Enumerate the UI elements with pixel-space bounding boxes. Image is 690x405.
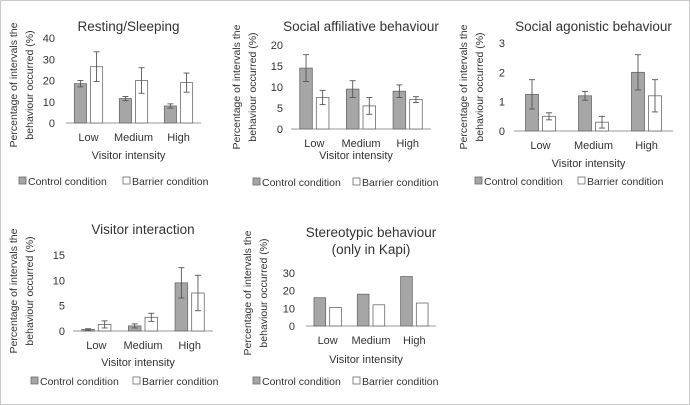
y-tick-label: 0 [499,126,505,138]
legend-swatch-barrier [122,176,131,185]
y-tick-label: 10 [283,303,295,315]
chart-title: Social agonistic behaviour [515,19,672,34]
x-tick-label: Low [318,335,338,347]
x-axis-label: Visitor intensity [92,150,166,162]
y-axis-label: Percentage of intervals the [458,24,470,149]
y-axis-label: Percentage of intervals the [8,22,20,147]
y-tick-label: 0 [277,124,283,136]
chart-title: Social affiliative behaviour [283,19,439,34]
y-tick-label: 40 [43,33,55,45]
y-axis-label: Percentage of intervals the [231,24,243,149]
y-tick-label: 1 [499,97,505,109]
chart-resting: Resting/Sleeping 0 10 20 30 40 Percentage of i… [8,19,209,188]
x-tick-label: High [396,138,419,150]
y-tick-label: 0 [59,326,65,338]
y-axis-label: Percentage of intervals the [8,228,20,353]
x-axis-label: Visitor intensity [101,357,175,369]
y-tick-label: 2 [499,67,505,79]
legend-label-control: Control condition [28,176,107,188]
legend-label-control: Control condition [262,376,341,388]
y-tick-label: 10 [271,82,283,94]
bar-barrier [415,302,429,327]
y-axis-label: behaviour occurred (%) [247,32,259,141]
bar-control [578,95,592,132]
chart-agonistic: Social agonistic behaviour 0 1 2 3 Percentage… [458,19,673,188]
legend-label-barrier: Barrier condition [132,176,209,188]
legend-label-barrier: Barrier condition [142,376,219,388]
y-axis-label: behaviour occurred (%) [258,238,270,347]
x-tick-label: High [167,132,190,144]
legend-swatch-barrier [352,177,361,186]
x-tick-label: Medium [341,138,380,150]
y-axis-label: behaviour occurred (%) [24,30,36,139]
y-tick-label: 5 [277,103,283,115]
y-tick-label: 20 [43,76,55,88]
chart-affiliative: Social affiliative behaviour 0 5 10 15 20 Perc… [231,19,439,189]
legend-swatch-control [252,177,261,186]
chart-interaction: Visitor interaction 0 5 10 15 Percentage of i… [8,222,219,388]
y-tick-label: 15 [53,250,65,262]
x-tick-label: High [178,340,201,352]
bar-barrier [409,99,423,130]
y-tick-label: 10 [53,275,65,287]
legend-label-control: Control condition [40,376,119,388]
chart-title: Stereotypic behaviour [306,225,437,240]
legend-label-barrier: Barrier condition [362,376,439,388]
x-tick-label: Medium [114,132,153,144]
bar-control [356,293,370,327]
y-tick-label: 20 [271,40,283,52]
y-tick-label: 0 [49,118,55,130]
x-axis-label: Visitor intensity [319,150,393,162]
bar-control [313,297,327,327]
x-tick-label: Low [530,140,550,152]
y-tick-label: 5 [59,301,65,313]
legend-label-barrier: Barrier condition [362,177,439,189]
legend-swatch-control [252,376,261,385]
legend-swatch-barrier [577,176,586,185]
legend-label-control: Control condition [262,177,341,189]
y-axis-label: behaviour occurred (%) [24,236,36,345]
x-tick-label: Medium [351,335,390,347]
chart-title: Visitor interaction [91,222,194,237]
x-tick-label: Low [304,138,324,150]
bar-control [73,83,87,124]
y-tick-label: 15 [271,61,283,73]
legend-swatch-control [474,176,483,185]
legend-label-control: Control condition [484,176,563,188]
x-tick-label: Low [86,340,106,352]
legend-swatch-control [18,176,27,185]
y-tick-label: 3 [499,38,505,50]
legend-label-barrier: Barrier condition [587,176,664,188]
legend-swatch-control [30,376,39,385]
x-tick-label: Medium [574,140,613,152]
y-tick-label: 10 [43,97,55,109]
chart-title: Resting/Sleeping [77,19,179,34]
bar-control [400,276,413,327]
legend-swatch-barrier [132,376,141,385]
bar-barrier [372,304,386,327]
y-tick-label: 30 [43,54,55,66]
y-axis-label: behaviour occurred (%) [474,32,486,141]
y-tick-label: 30 [283,268,295,280]
chart-title: (only in Kapi) [332,242,411,257]
chart-stereotypic: Stereotypic behaviour (only in Kapi) 0 10 20… [242,225,439,388]
x-tick-label: High [403,335,426,347]
y-tick-label: 0 [289,321,295,333]
y-tick-label: 20 [283,286,295,298]
x-axis-label: Visitor intensity [552,158,626,170]
bar-barrier [329,307,342,327]
y-axis-label: Percentage of intervals the [242,230,254,355]
x-tick-label: High [635,140,658,152]
x-axis-label: Visitor intensity [329,354,403,366]
x-tick-label: Medium [123,340,162,352]
bar-control [118,98,132,124]
legend-swatch-barrier [352,376,361,385]
x-tick-label: Low [78,132,98,144]
